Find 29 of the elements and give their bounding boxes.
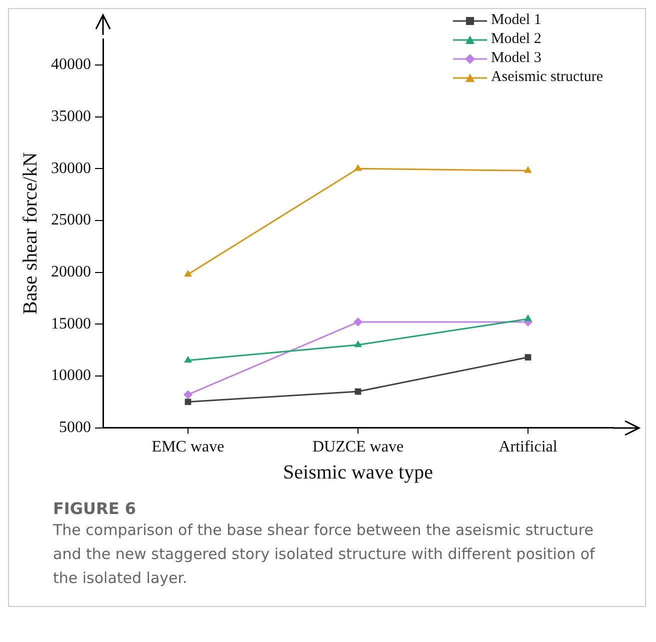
y-tick-label: 30000 xyxy=(51,160,91,177)
point xyxy=(524,314,532,322)
point xyxy=(524,354,532,360)
point xyxy=(354,318,362,327)
legend-label: Model 1 xyxy=(490,12,542,29)
point xyxy=(184,398,192,406)
point xyxy=(524,166,532,173)
x-axis-title: Seismic wave type xyxy=(283,461,434,484)
point xyxy=(184,390,192,400)
y-tick-label: 35000 xyxy=(51,108,91,125)
text: FIGURE 6 xyxy=(53,499,137,518)
y-axis-title: Base shear force/kN xyxy=(19,152,42,314)
x-tick-label: Artificial xyxy=(498,438,558,456)
point xyxy=(184,270,192,277)
x-tick-label: EMC wave xyxy=(152,438,224,456)
point xyxy=(354,164,362,171)
y-tick-label: 20000 xyxy=(51,263,91,280)
text: The comparison of the base shear force between the aseismic structure and the new staggered story isolated structure with different position of the isolated layer. xyxy=(53,520,596,589)
legend-label: Model 2 xyxy=(490,31,542,48)
legend-label: Aseismic structure xyxy=(490,69,603,86)
x-tick-label: DUZCE wave xyxy=(312,438,404,456)
point xyxy=(354,340,362,348)
point xyxy=(184,356,192,363)
y-tick-label: 5000 xyxy=(59,419,91,436)
y-tick-label: 25000 xyxy=(51,212,91,229)
y-tick-label: 40000 xyxy=(51,56,91,74)
y-tick-label: 15000 xyxy=(51,315,91,332)
y-tick-label: 10000 xyxy=(51,367,91,384)
legend-label: Model 3 xyxy=(490,50,542,67)
